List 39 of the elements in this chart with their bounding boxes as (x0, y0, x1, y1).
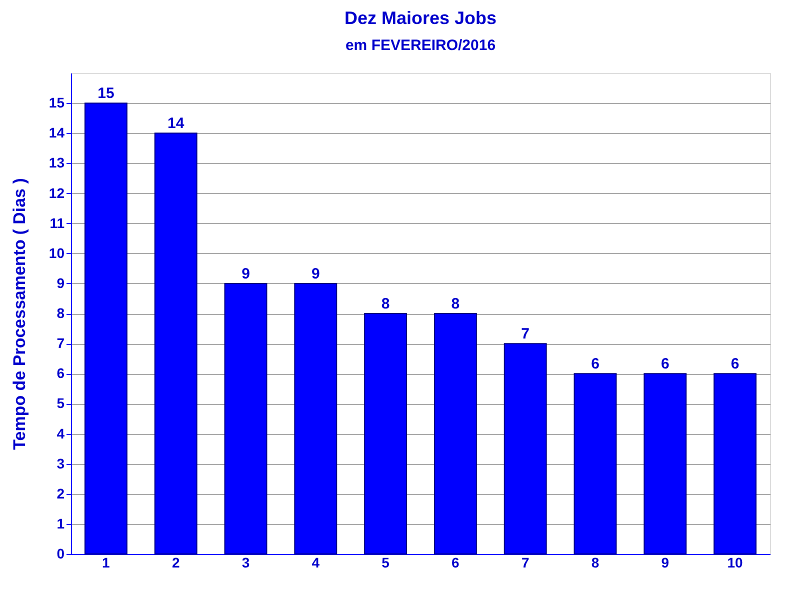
y-tick-label: 7 (56, 335, 65, 352)
data-label: 8 (381, 296, 390, 312)
x-tick-label: 9 (661, 554, 670, 570)
x-tick-label: 2 (172, 554, 180, 570)
y-tick-label: 1 (56, 515, 65, 532)
y-tick-label: 11 (50, 214, 65, 231)
chart-subtitle: em FEVEREIRO/2016 (345, 37, 496, 54)
y-tick-label: 5 (56, 395, 65, 412)
data-label: 7 (521, 326, 530, 343)
x-tick-label: 3 (242, 554, 250, 570)
y-tick-label: 12 (48, 184, 65, 201)
y-tick-label: 14 (48, 124, 65, 141)
x-tick-label: 4 (312, 554, 320, 570)
y-tick-label: 15 (48, 94, 65, 111)
data-label: 6 (730, 356, 740, 373)
y-tick-label: 10 (48, 244, 65, 261)
x-tick-label: 7 (521, 554, 530, 570)
x-tick-label: 10 (727, 554, 744, 570)
y-axis-title: Tempo de Processamento ( Dias ) (10, 178, 29, 450)
data-label: 14 (168, 115, 185, 132)
chart-title: Dez Maiores Jobs (344, 8, 497, 28)
data-label: 8 (451, 296, 460, 312)
data-label: 9 (242, 265, 250, 282)
data-label: 15 (98, 85, 114, 102)
data-label: 6 (660, 356, 670, 373)
data-label: 6 (591, 356, 600, 373)
y-tick-label: 13 (48, 154, 65, 171)
y-tick-label: 6 (56, 365, 65, 382)
y-tick-label: 9 (56, 274, 65, 291)
x-tick-label: 1 (102, 554, 110, 570)
y-tick-label: 8 (56, 305, 65, 321)
y-tick-label: 2 (56, 485, 65, 502)
y-tick-label: 4 (56, 425, 65, 442)
y-tick-label: 0 (56, 546, 65, 562)
data-label: 9 (311, 265, 320, 282)
x-tick-label: 5 (382, 554, 390, 570)
y-tick-label: 3 (56, 455, 65, 472)
x-tick-label: 6 (452, 554, 460, 570)
x-tick-label: 8 (591, 554, 600, 570)
